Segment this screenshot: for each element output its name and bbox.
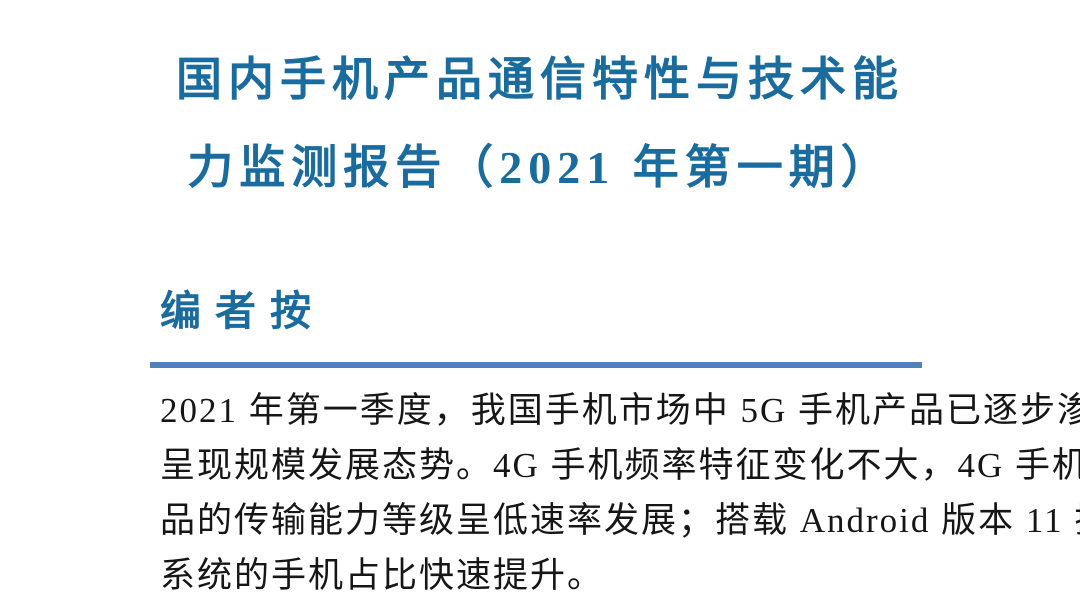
report-title-line-1: 国内手机产品通信特性与技术能 <box>176 54 904 105</box>
paragraph-line-4: 系统的手机占比快速提升。 <box>160 556 605 595</box>
paragraph-line-3: 品的传输能力等级呈低速率发展；搭载 Android 版本 11 操作 <box>160 501 1080 540</box>
editor-note-paragraph: 2021 年第一季度，我国手机市场中 5G 手机产品已逐步渗透， 呈现规模发展态… <box>160 383 1080 601</box>
paragraph-line-1: 2021 年第一季度，我国手机市场中 5G 手机产品已逐步渗透， <box>160 391 1080 430</box>
paragraph-line-2: 呈现规模发展态势。4G 手机频率特征变化不大，4G 手机产 <box>160 446 1080 485</box>
editor-note-heading: 编者按 <box>160 288 325 334</box>
report-title: 国内手机产品通信特性与技术能 力监测报告（2021 年第一期） <box>0 36 1080 212</box>
section-divider-rule <box>150 362 922 368</box>
report-title-line-2: 力监测报告（2021 年第一期） <box>187 142 893 193</box>
